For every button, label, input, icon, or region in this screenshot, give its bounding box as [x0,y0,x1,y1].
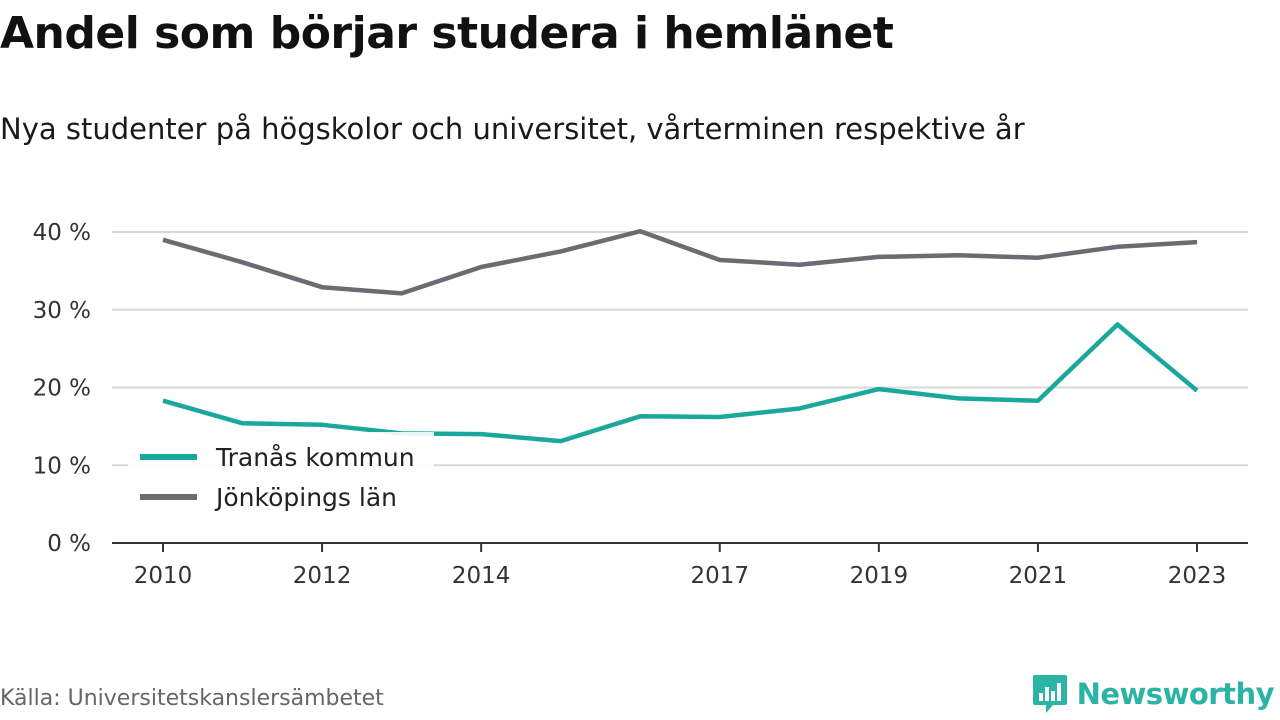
y-axis-ticks: 0 % 10 % 20 % 30 % 40 % [33,220,91,557]
x-tick-label: 2021 [1009,563,1068,589]
brand-name: Newsworthy [1076,677,1275,711]
x-tick-label: 2017 [690,563,749,589]
legend: Tranås kommun Jönköpings län [128,432,434,522]
series-lines [162,228,1199,444]
y-tick-label: 10 % [33,453,91,479]
x-tick-label: 2012 [293,563,352,589]
chart-subtitle: Nya studenter på högskolor och universit… [0,112,1025,146]
x-tick-label: 2019 [850,563,909,589]
y-tick-label: 20 % [33,376,91,402]
gridlines [112,231,1248,467]
y-tick-label: 30 % [33,298,91,324]
legend-background [128,432,434,522]
brand-logo: Newsworthy [1031,672,1275,716]
source-note: Källa: Universitetskanslersämbetet [0,686,384,711]
x-axis: 2010 2012 2014 2017 2019 2021 2023 [112,542,1248,589]
x-tick-label: 2023 [1168,563,1227,589]
x-tick-label: 2010 [134,563,193,589]
chart-title: Andel som börjar studera i hemlänet [0,8,894,59]
legend-label: Jönköpings län [214,483,397,512]
y-tick-label: 0 % [47,531,91,557]
legend-label: Tranås kommun [215,443,415,472]
series-line [162,228,1198,296]
y-tick-label: 40 % [33,220,91,246]
series-line [162,322,1199,444]
x-tick-label: 2014 [452,563,511,589]
newsworthy-logo-icon [1032,675,1067,713]
